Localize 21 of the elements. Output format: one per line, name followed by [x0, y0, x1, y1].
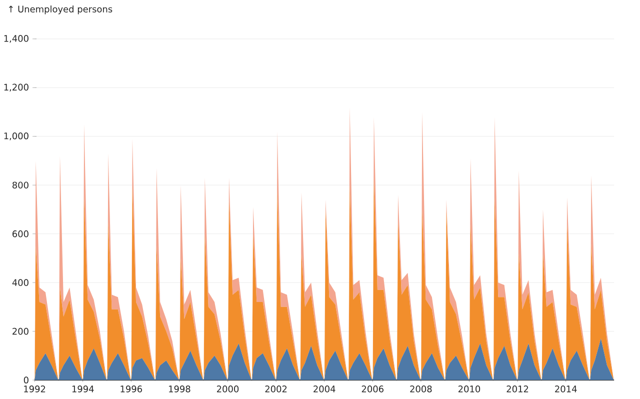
y-tick-label: 1,000 — [4, 132, 28, 140]
x-tick-label: 1992 — [24, 386, 46, 392]
x-tick-label: 2004 — [314, 386, 336, 392]
y-tick-label: 600 — [12, 230, 28, 238]
x-tick-label: 2012 — [506, 386, 528, 392]
y-tick-label: 400 — [12, 279, 28, 286]
y-tick-label: 0 — [24, 376, 28, 384]
y-tick-label: 1,200 — [4, 84, 28, 92]
y-tick-label: 800 — [12, 182, 28, 188]
x-tick-label: 1998 — [169, 386, 190, 392]
y-tick-label: 1,400 — [4, 35, 28, 43]
x-tick-label: 2014 — [555, 386, 577, 392]
y-tick-label: 200 — [12, 328, 28, 335]
x-tick-label: 2010 — [458, 386, 480, 392]
x-tick-label: 2000 — [216, 386, 239, 392]
x-tick-label: 1996 — [120, 386, 142, 392]
x-tick-label: 2002 — [265, 386, 287, 392]
x-tick-label: 1994 — [72, 386, 94, 392]
x-tick-label: 2008 — [410, 386, 432, 392]
y-axis-title: ↑ Unemployed persons — [8, 6, 112, 14]
x-tick-label: 2006 — [362, 386, 384, 392]
